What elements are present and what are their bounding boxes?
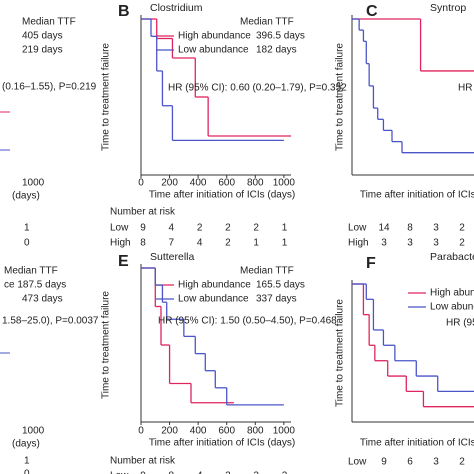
y-axis-label: Time to treatment failure [335,299,346,407]
x-tick-label: 1000 [273,178,296,189]
y-axis-label: Time to treatment failure [101,43,112,151]
x-tick-label: 200 [161,178,178,189]
risk-count: 9 [140,471,146,474]
fragment-text: 1 [24,456,30,467]
hazard-ratio: HR (95% CI): [458,83,474,94]
fragment-text: (days) [12,439,40,450]
risk-count: 9 [381,457,387,468]
x-tick-label: 1000 [273,426,296,437]
risk-title: Number at risk [110,207,176,218]
legend-title: Median TTF [240,266,294,277]
legend-label: Low abundance [430,302,474,313]
y-axis-label: Time to treatment failure [101,291,112,399]
panel-letter: C [366,3,378,20]
risk-label: High [348,238,369,249]
legend-median: 396.5 days [256,31,305,42]
risk-label: Low [110,471,129,474]
risk-count: 2 [253,223,259,234]
legend-label: High abundance [178,31,251,42]
fragment-text: ce 187.5 days [4,280,66,291]
risk-label: Low [348,223,367,234]
risk-count: 6 [407,457,413,468]
panel-title: Sutterella [150,251,195,263]
legend-label: High abundance [178,280,251,291]
risk-count: 3 [433,238,439,249]
hazard-ratio: HR (95% CI): 1.50 (0.50–4.50), P=0.468 [158,316,337,327]
panel-letter: E [118,253,129,270]
risk-count: 3 [381,238,387,249]
fragment-text: 405 days [22,31,63,42]
legend-label: Low abundance [178,45,249,56]
legend-title: Median TTF [240,17,294,28]
fragment-text: 0 [24,238,30,249]
risk-count: 14 [378,223,390,234]
risk-count: 4 [169,223,175,234]
risk-count: 2 [225,223,231,234]
risk-label: High [110,238,131,249]
x-tick-label: 200 [161,426,178,437]
legend-median: 165.5 days [256,280,305,291]
panel-title: Syntrop [430,2,466,14]
risk-count: 1 [253,238,259,249]
x-tick-label: 600 [218,426,235,437]
risk-count: 8 [407,223,413,234]
x-tick-label: 600 [218,178,235,189]
fragment-text: 0 [24,469,30,474]
risk-count: 1 [282,223,288,234]
panel-letter: F [366,255,376,272]
risk-count: 2 [253,471,259,474]
risk-count: 2 [459,457,465,468]
x-tick-label: 0 [138,178,144,189]
risk-count: 4 [197,471,203,474]
risk-count: 3 [433,457,439,468]
fragment-text: 473 days [22,294,63,305]
x-tick-label: 400 [190,426,207,437]
risk-count: 2 [197,223,203,234]
panel-letter: B [118,3,130,20]
fragment-text: (days) [12,191,40,202]
fragment-text: (0.16–1.55), P=0.219 [2,82,97,93]
risk-count: 8 [169,471,175,474]
risk-count: 9 [140,223,146,234]
hazard-ratio: HR (95% CI): [446,318,474,329]
fragment-text: Median TTF [4,266,58,277]
risk-count: 2 [459,238,465,249]
x-tick-label: 0 [138,426,144,437]
risk-count: 4 [197,238,203,249]
risk-count: 2 [459,223,465,234]
x-axis-label: Time after initiation of ICIs (days) [360,190,474,201]
fragment-text: 1000 [22,426,45,437]
panel-title: Clostridium [150,2,203,14]
y-axis-label: Time to treatment failure [335,43,346,151]
panel-title: Parabacte [430,251,474,263]
hazard-ratio: HR (95% CI): 0.60 (0.20–1.79), P=0.352 [168,83,347,94]
x-axis-label: Time after initiation of ICIs (days) [149,438,295,449]
x-axis-label: Time after initiation of ICIs (days) [360,438,474,449]
fragment-text: Median TTF [22,17,76,28]
risk-count: 2 [225,471,231,474]
risk-count: 3 [407,238,413,249]
risk-label: Low [348,457,367,468]
risk-label: Low [110,223,129,234]
risk-count: 3 [433,223,439,234]
legend-label: High abundance [430,288,474,299]
risk-title: Number at risk [110,456,176,467]
fragment-text: 1 [24,223,30,234]
fragment-text: 1000 [22,178,45,189]
x-tick-label: 800 [247,426,264,437]
x-axis-label: Time after initiation of ICIs (days) [149,190,295,201]
risk-count: 8 [140,238,146,249]
fragment-text: 1.58–25.0), P=0.0037 [2,316,99,327]
legend-median: 182 days [256,45,297,56]
risk-count: 2 [225,238,231,249]
fragment-text: 219 days [22,45,63,56]
x-tick-label: 400 [190,178,207,189]
legend-median: 337 days [256,294,297,305]
x-tick-label: 800 [247,178,264,189]
risk-count: 7 [169,238,175,249]
legend-label: Low abundance [178,294,249,305]
risk-count: 1 [282,238,288,249]
risk-count: 2 [282,471,288,474]
